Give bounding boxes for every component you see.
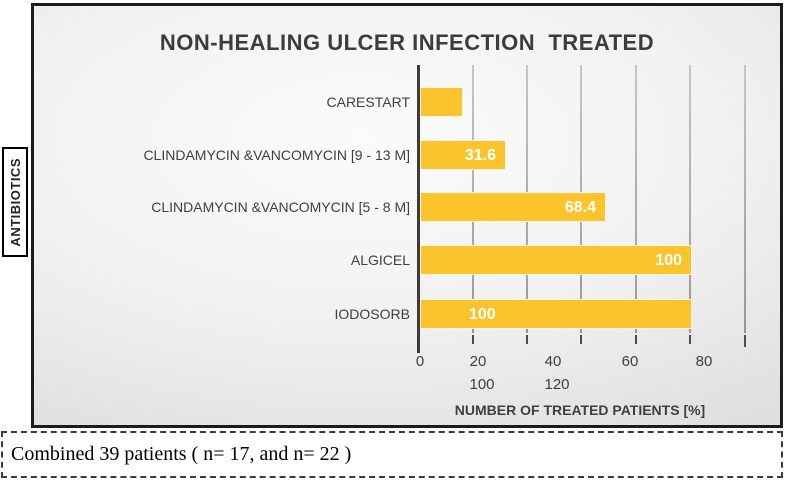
tick-mark (689, 335, 691, 344)
category-label-carestart: CARESTART (326, 94, 411, 110)
tick-mark (526, 335, 528, 344)
x-tick-100: 100 (469, 376, 495, 393)
x-tick-80: 80 (695, 353, 713, 370)
chart-frame (31, 3, 783, 428)
x-tick-60: 60 (621, 353, 639, 370)
x-tick-120: 120 (544, 376, 570, 393)
category-label-iodosorb: IODOSORB (334, 306, 410, 322)
tick-mark (744, 335, 746, 347)
bar-value-label: 100 (469, 306, 496, 323)
bar-clindamycin-vancomycin-5-8m: 68.4 (420, 192, 606, 222)
x-tick-40: 40 (544, 353, 562, 370)
bar-iodosorb: 100 (420, 299, 692, 329)
chart-title: NON-HEALING ULCER INFECTION TREATED (159, 30, 655, 55)
bar-algicel: 100 (420, 245, 692, 275)
bar-carestart (420, 87, 463, 117)
bar-value-label: 31.6 (464, 147, 496, 164)
x-tick-0: 0 (415, 353, 425, 370)
caption-text: Combined 39 patients ( n= 17, and n= 22 … (11, 443, 352, 465)
gridline-100 (689, 65, 691, 333)
y-axis-line (417, 65, 420, 353)
category-label-clindamycin-vancomycin-5-8m: CLINDAMYCIN &VANCOMYCIN [5 - 8 M] (151, 199, 410, 215)
bar-clindamycin-vancomycin-9-13m: 31.6 (420, 140, 506, 170)
x-axis-title: NUMBER OF TREATED PATIENTS [%] (454, 402, 706, 418)
tick-mark (635, 335, 637, 344)
y-axis-label: ANTIBIOTICS (7, 157, 23, 247)
gridline-120 (744, 65, 746, 333)
tick-mark (580, 335, 582, 344)
y-axis-label-box: ANTIBIOTICS (2, 147, 28, 257)
gridline-80 (635, 65, 637, 333)
bar-value-label: 100 (655, 252, 682, 269)
tick-mark (472, 335, 474, 344)
category-label-clindamycin-vancomycin-9-13m: CLINDAMYCIN &VANCOMYCIN [9 - 13 M] (143, 147, 410, 163)
category-label-algicel: ALGICEL (350, 252, 410, 268)
caption-box: Combined 39 patients ( n= 17, and n= 22 … (1, 431, 783, 478)
bar-value-label: 68.4 (564, 199, 596, 216)
x-tick-20: 20 (469, 353, 487, 370)
